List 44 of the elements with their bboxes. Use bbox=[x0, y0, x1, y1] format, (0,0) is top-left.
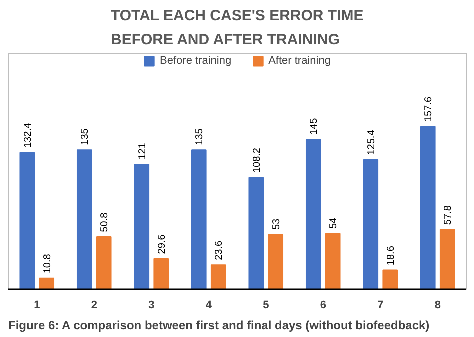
data-label: 57.8 bbox=[443, 205, 454, 226]
data-label: 10.8 bbox=[42, 254, 54, 274]
data-label: 132.4 bbox=[22, 122, 34, 148]
data-label: 135 bbox=[80, 128, 92, 146]
data-label: 135 bbox=[194, 128, 206, 146]
bar bbox=[325, 233, 341, 290]
bar bbox=[191, 150, 207, 290]
data-label: 18.6 bbox=[386, 246, 397, 266]
bar bbox=[248, 177, 264, 290]
bar bbox=[96, 236, 112, 290]
caption: Figure 6: A comparison between first and final days (without biofeedback) bbox=[8, 318, 430, 332]
legend-label: After training bbox=[268, 55, 331, 67]
bar bbox=[76, 150, 92, 290]
data-label: 157.6 bbox=[424, 96, 435, 122]
x-tick-label: 3 bbox=[148, 300, 155, 312]
x-tick-label: 2 bbox=[91, 300, 98, 312]
data-label: 121 bbox=[137, 142, 148, 160]
bar bbox=[363, 159, 379, 290]
data-label: 29.6 bbox=[156, 234, 168, 254]
x-tick-label: 6 bbox=[320, 300, 326, 312]
bar bbox=[268, 234, 284, 290]
data-label: 53 bbox=[271, 218, 282, 230]
bar bbox=[210, 264, 226, 290]
bar bbox=[134, 164, 150, 290]
bar bbox=[20, 152, 36, 290]
x-tick-label: 8 bbox=[434, 300, 441, 312]
bar bbox=[39, 278, 55, 290]
bar bbox=[306, 139, 322, 290]
x-tick-label: 4 bbox=[206, 300, 213, 312]
chart-title: TOTAL EACH CASE'S ERROR TIME BEFORE AND AFTER TRAINING bbox=[110, 8, 364, 48]
data-label: 23.6 bbox=[214, 240, 226, 260]
x-tick-label: 1 bbox=[34, 300, 40, 312]
bar bbox=[382, 270, 398, 290]
x-tick-label: 7 bbox=[378, 300, 384, 312]
data-label: 54 bbox=[328, 217, 340, 230]
legend-label: Before training bbox=[160, 55, 232, 67]
data-label: 145 bbox=[309, 118, 320, 136]
bar bbox=[154, 258, 170, 290]
bar bbox=[420, 126, 436, 290]
data-label: 125.4 bbox=[366, 130, 378, 156]
data-label: 108.2 bbox=[252, 148, 263, 174]
bar bbox=[440, 229, 456, 290]
x-tick-label: 5 bbox=[263, 300, 270, 312]
data-label: 50.8 bbox=[100, 212, 111, 232]
